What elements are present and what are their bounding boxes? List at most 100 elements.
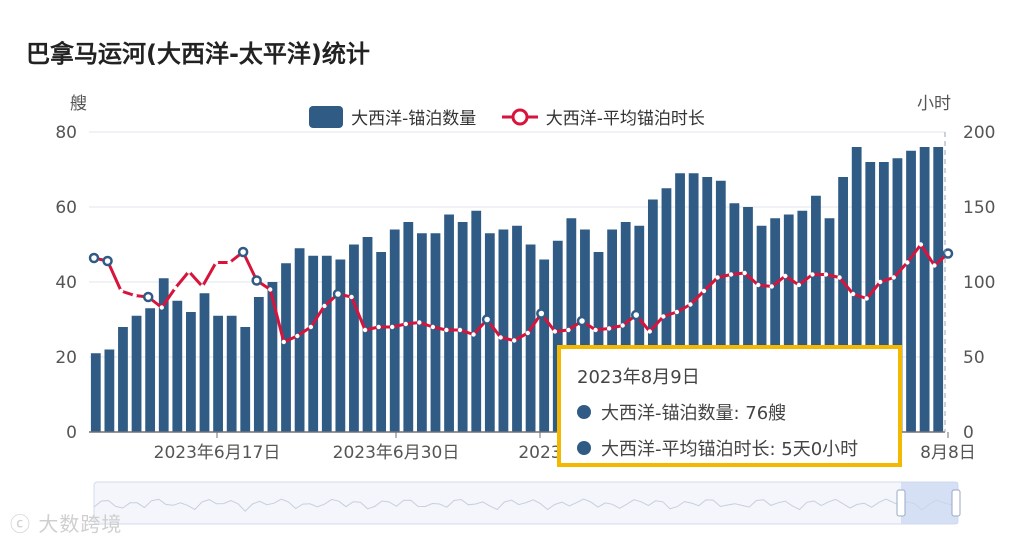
y-left-tick-label: 20 (55, 348, 77, 368)
line-marker (142, 291, 154, 303)
bar (281, 263, 291, 432)
line-point (932, 263, 937, 268)
x-tick-label: 2023 (518, 443, 561, 463)
line-point (823, 272, 829, 277)
bar (158, 278, 169, 432)
line-point (850, 291, 856, 297)
line-point (118, 288, 124, 294)
left-axis-unit: 艘 (70, 94, 87, 114)
bar (131, 315, 142, 432)
line-point (498, 335, 503, 340)
bar (498, 229, 509, 432)
bar (878, 162, 889, 432)
bar (593, 252, 604, 432)
line-point (390, 324, 395, 330)
tooltip-bar-dot (577, 405, 591, 419)
datazoom-handle-left (896, 489, 906, 517)
bar (389, 229, 400, 432)
line-point (796, 282, 802, 288)
bar (756, 225, 767, 432)
tooltip-line-text: 大西洋-平均锚泊时长: 5天0小时 (601, 439, 859, 460)
bar (104, 349, 115, 432)
line-point (674, 309, 680, 315)
y-left-tick-label: 0 (66, 423, 77, 443)
line-point (864, 296, 869, 301)
line-point (783, 273, 788, 279)
line-point (403, 321, 408, 327)
legend-item-line[interactable]: 大西洋-平均锚泊时长 (501, 104, 705, 129)
tooltip-bar-row: 大西洋-锚泊数量: 76艘 (577, 399, 882, 425)
bar (783, 214, 794, 432)
line-series (93, 243, 949, 344)
bar (349, 244, 359, 432)
bar (512, 225, 522, 432)
line-point (837, 275, 842, 280)
line-point (620, 323, 625, 328)
bar (376, 252, 387, 432)
bar (172, 300, 183, 432)
line-point (891, 275, 896, 280)
bar (457, 222, 468, 432)
line-marker (332, 288, 344, 300)
bar (634, 225, 645, 432)
y-left-tick-label: 80 (55, 123, 77, 143)
bar (484, 233, 495, 432)
bar (906, 150, 916, 432)
legend-bar-label: 大西洋-锚泊数量 (351, 109, 477, 129)
watermark: ⓒ 大数跨境 (10, 508, 122, 537)
line-point (810, 272, 815, 277)
bar (90, 353, 101, 432)
line-point (362, 327, 368, 333)
line-point (593, 327, 598, 333)
y-right-tick-label: 0 (963, 423, 974, 443)
bar (743, 207, 753, 432)
line-point (756, 282, 761, 288)
bar (240, 327, 251, 432)
bar (607, 229, 618, 432)
line-point (552, 329, 558, 334)
line-point (430, 324, 436, 330)
line-marker (102, 255, 113, 267)
bar (430, 233, 441, 432)
bar (199, 293, 210, 432)
line-point (268, 287, 273, 292)
tooltip-line-dot (577, 441, 591, 455)
bar (267, 282, 278, 432)
line-point (281, 339, 286, 345)
bar (118, 327, 128, 432)
datazoom-window (901, 482, 958, 524)
line-point (457, 327, 463, 333)
bar (647, 199, 658, 432)
line-marker (942, 248, 954, 259)
y-left-tick-label: 40 (55, 273, 77, 293)
line-point (186, 269, 192, 274)
line-point (213, 260, 219, 265)
line-point (295, 333, 300, 339)
bar (145, 308, 156, 432)
line-point (905, 260, 910, 265)
line-point (715, 275, 720, 280)
bar (892, 158, 903, 432)
bar (539, 259, 550, 432)
bar (471, 210, 482, 432)
legend-item-bar[interactable]: 大西洋-锚泊数量 (309, 104, 476, 129)
line-point (322, 303, 327, 309)
bar (715, 180, 726, 432)
bar (865, 162, 876, 432)
line-point (525, 330, 530, 336)
line-marker (237, 246, 249, 258)
line-point (878, 279, 883, 285)
line-point (647, 329, 652, 334)
bar (226, 315, 237, 432)
line-marker (251, 275, 262, 286)
line-point (444, 327, 449, 333)
watermark-logo-icon: ⓒ (10, 512, 31, 536)
line-point (512, 338, 517, 343)
line-point (349, 294, 354, 300)
y-right-tick-label: 100 (963, 273, 995, 293)
right-axis-unit: 小时 (917, 94, 951, 114)
bar (851, 147, 862, 432)
line-point (173, 285, 178, 291)
tooltip-line-row: 大西洋-平均锚泊时长: 5天0小时 (577, 435, 882, 461)
